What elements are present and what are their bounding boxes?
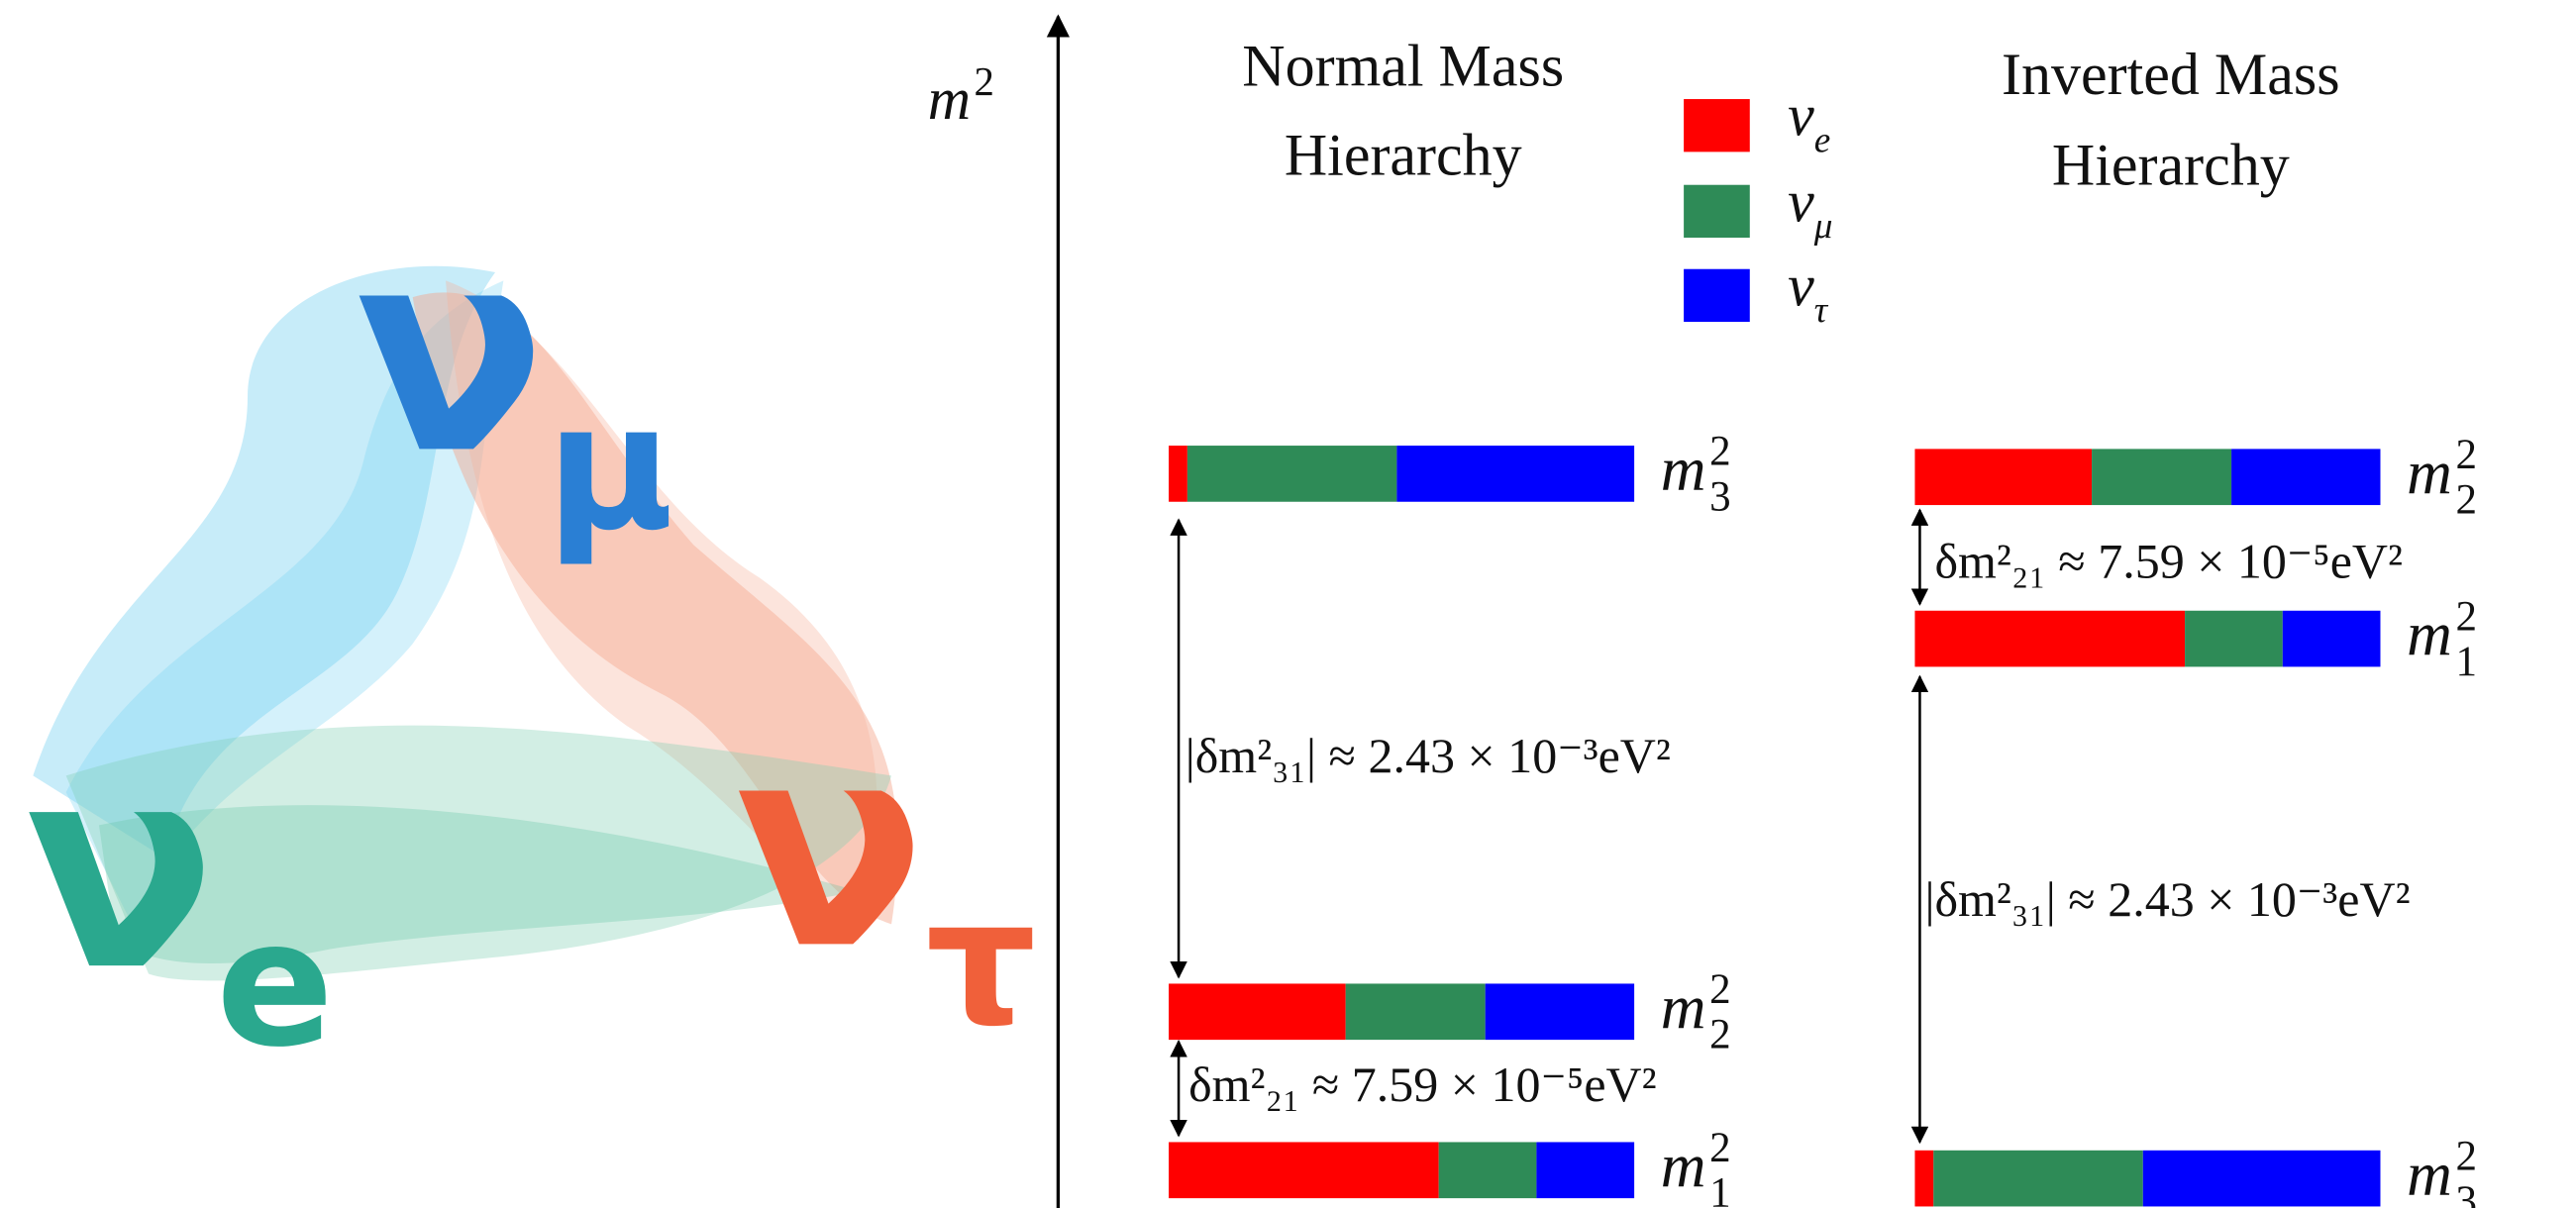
level-label-base: m bbox=[2407, 600, 2452, 669]
legend-label-subscript: τ bbox=[1814, 290, 1829, 331]
flavor-segment bbox=[1187, 446, 1397, 502]
flavor-segment bbox=[1914, 1151, 1933, 1207]
legend-label: νμ bbox=[1788, 168, 1832, 247]
logo-neutrino: νμ bbox=[355, 188, 673, 568]
flavor-segment bbox=[1914, 449, 2092, 505]
flavor-segment bbox=[1169, 1142, 1439, 1198]
logo-neutrino-subscript: e bbox=[216, 883, 334, 1085]
level-label-sup: 2 bbox=[1709, 429, 1731, 475]
axis-label-sup: 2 bbox=[975, 59, 994, 104]
legend-swatch bbox=[1684, 185, 1750, 238]
flavor-segment bbox=[1914, 611, 2185, 667]
axis-label-base: m bbox=[928, 66, 971, 132]
legend-label-symbol: ν bbox=[1788, 168, 1814, 234]
level-label-sub: 2 bbox=[2456, 477, 2478, 524]
level-label-sup: 2 bbox=[2456, 593, 2478, 640]
flavor-segment bbox=[1396, 446, 1634, 502]
flavor-segment bbox=[2231, 449, 2380, 505]
flavor-segment bbox=[2143, 1151, 2381, 1207]
flavor-segment bbox=[1439, 1142, 1537, 1198]
level-label-sub: 3 bbox=[2456, 1178, 2478, 1208]
logo-neutrino-subscript: τ bbox=[926, 862, 1037, 1064]
splitting-label: |δm²₃₁| ≈ 2.43 × 10⁻³eV² bbox=[1185, 728, 1671, 783]
level-label-sub: 2 bbox=[1709, 1012, 1731, 1058]
hierarchy-title: Inverted Mass bbox=[2002, 42, 2340, 107]
level-label-sup: 2 bbox=[1709, 966, 1731, 1013]
splitting-label: |δm²₃₁| ≈ 2.43 × 10⁻³eV² bbox=[1924, 871, 2410, 927]
level-label-sub: 3 bbox=[1709, 473, 1731, 520]
level-label-sup: 2 bbox=[2456, 1133, 2478, 1179]
logo-neutrino-symbol: ν bbox=[355, 188, 546, 515]
legend-label-symbol: ν bbox=[1788, 252, 1814, 318]
hierarchy-title: Hierarchy bbox=[1285, 123, 1522, 188]
flavor-segment bbox=[1169, 983, 1346, 1040]
logo-neutrino-subscript: μ bbox=[546, 367, 673, 569]
level-label-sub: 1 bbox=[1709, 1170, 1731, 1208]
flavor-segment bbox=[1486, 983, 1634, 1040]
logo-neutrino-symbol: ν bbox=[25, 705, 216, 1032]
level-label-sub: 1 bbox=[2456, 639, 2478, 685]
legend-label: ντ bbox=[1788, 252, 1829, 331]
diagram: νeνμντm2νeνμντNormal MassHierarchym23m22… bbox=[0, 0, 2576, 1208]
legend-label-subscript: μ bbox=[1813, 206, 1833, 247]
splitting-label: δm²₂₁ ≈ 7.59 × 10⁻⁵eV² bbox=[1934, 533, 2403, 588]
legend-label-symbol: ν bbox=[1788, 83, 1814, 149]
flavor-segment bbox=[1933, 1151, 2143, 1207]
splitting-label: δm²₂₁ ≈ 7.59 × 10⁻⁵eV² bbox=[1188, 1057, 1657, 1112]
flavor-segment bbox=[1346, 983, 1486, 1040]
logo-neutrino: ντ bbox=[735, 683, 1037, 1063]
flavor-segment bbox=[1169, 446, 1187, 502]
level-label-base: m bbox=[1661, 972, 1706, 1042]
flavor-segment bbox=[1536, 1142, 1634, 1198]
flavor-segment bbox=[2283, 611, 2381, 667]
legend-label: νe bbox=[1788, 83, 1830, 161]
hierarchy-title: Hierarchy bbox=[2052, 133, 2290, 198]
legend-swatch bbox=[1684, 269, 1750, 322]
level-label-base: m bbox=[2407, 438, 2452, 507]
level-label-sup: 2 bbox=[1709, 1125, 1731, 1171]
legend-swatch bbox=[1684, 99, 1750, 151]
legend-label-subscript: e bbox=[1814, 121, 1831, 161]
logo-neutrino-symbol: ν bbox=[735, 683, 926, 1010]
flavor-segment bbox=[2092, 449, 2231, 505]
hierarchy-title: Normal Mass bbox=[1242, 34, 1564, 99]
level-label-base: m bbox=[2407, 1140, 2452, 1208]
level-label-base: m bbox=[1661, 435, 1706, 504]
flavor-segment bbox=[2185, 611, 2283, 667]
level-label-base: m bbox=[1661, 1131, 1706, 1200]
level-label-sup: 2 bbox=[2456, 432, 2478, 478]
